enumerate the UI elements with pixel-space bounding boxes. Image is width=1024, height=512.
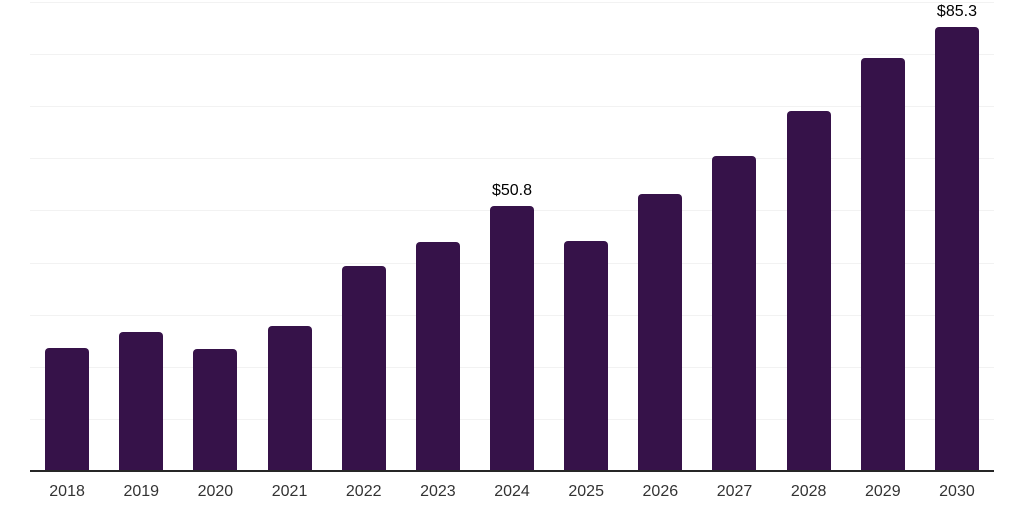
- bar-2030: [934, 26, 979, 471]
- x-axis-line: [30, 470, 994, 472]
- bar-slot-2021: [252, 2, 326, 471]
- x-axis-tick-labels: 2018 2019 2020 2021 2022 2023 2024 2025 2026 2027…: [30, 484, 994, 500]
- x-tick-label-2021: 2021: [271, 483, 308, 500]
- bar-slot-2022: [327, 2, 401, 471]
- gridline-80: [30, 54, 994, 56]
- x-tick-label-2024: 2024: [494, 483, 530, 500]
- bar-2028: [786, 110, 831, 471]
- x-tick-label-2023: 2023: [420, 483, 456, 500]
- bar-slot-2024: $50.8: [475, 2, 549, 471]
- bar-value-label-2030: $85.3: [936, 2, 977, 20]
- x-tick-label-2020: 2020: [197, 483, 234, 500]
- x-tick-label-2030: 2030: [939, 483, 975, 500]
- bar-2019: [119, 332, 164, 471]
- bar-2018: [45, 347, 90, 471]
- bar-2025: [564, 240, 609, 471]
- gridline-60: [30, 158, 994, 160]
- x-tick-label-2022: 2022: [345, 483, 382, 500]
- gridline-70: [30, 106, 994, 108]
- x-tick-label-2027: 2027: [716, 483, 753, 500]
- x-tick-label-2019: 2019: [123, 483, 160, 500]
- bars-row: $50.8 $85.3: [30, 2, 994, 471]
- bar-slot-2027: [697, 2, 771, 471]
- bar-slot-2025: [549, 2, 623, 471]
- x-tick-label-2018: 2018: [49, 483, 85, 500]
- bar-slot-2029: [846, 2, 920, 471]
- bar-slot-2019: [104, 2, 178, 471]
- bar-slot-2028: [772, 2, 846, 471]
- bar-slot-2018: [30, 2, 104, 471]
- bar-slot-2020: [178, 2, 252, 471]
- x-tick-label-2029: 2029: [865, 483, 901, 500]
- bar-2027: [712, 155, 757, 471]
- bar-2026: [638, 194, 683, 471]
- bar-slot-2023: [401, 2, 475, 471]
- bar-slot-2026: [623, 2, 697, 471]
- bar-2021: [267, 325, 312, 471]
- x-tick-label-2025: 2025: [568, 483, 604, 500]
- x-tick-label-2026: 2026: [642, 483, 679, 500]
- bar-value-label-2024: $50.8: [491, 182, 533, 200]
- bar-2020: [193, 349, 238, 471]
- plot-area: $50.8 $85.3: [30, 2, 994, 472]
- x-tick-label-2028: 2028: [790, 483, 827, 500]
- bar-2024: [490, 206, 535, 471]
- bar-slot-2030: $85.3: [920, 2, 994, 471]
- bar-2029: [860, 57, 905, 471]
- bar-2022: [341, 266, 386, 471]
- gridline-90: [30, 2, 994, 3]
- bar-2023: [415, 241, 460, 471]
